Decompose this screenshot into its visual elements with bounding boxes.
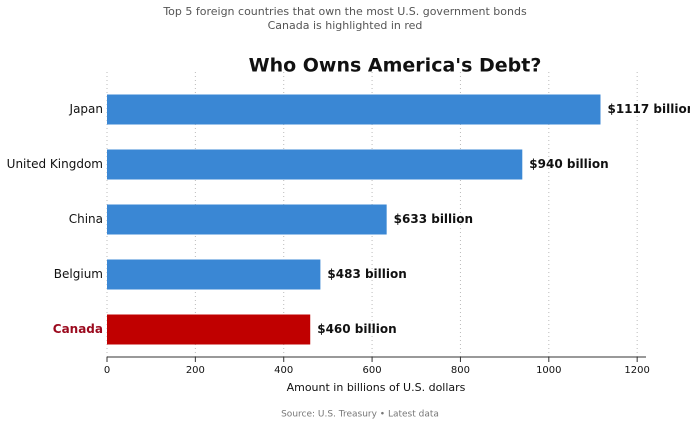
value-label: $483 billion — [327, 267, 406, 281]
chart-title: Who Owns America's Debt? — [249, 55, 542, 77]
x-tick-label: 200 — [186, 365, 205, 376]
x-tick-label: 400 — [274, 365, 293, 376]
category-label: Belgium — [54, 267, 103, 281]
bar — [107, 314, 311, 345]
x-tick-label: 1000 — [536, 365, 561, 376]
value-label: $1117 billion — [607, 102, 690, 116]
subtitle: Top 5 foreign countries that own the mos… — [162, 5, 527, 18]
subtitle: Canada is highlighted in red — [268, 19, 423, 32]
value-label: $633 billion — [394, 212, 473, 226]
bar — [107, 149, 523, 180]
bar — [107, 204, 387, 235]
x-tick-label: 0 — [104, 365, 110, 376]
category-label: China — [69, 212, 103, 226]
value-label: $460 billion — [317, 322, 396, 336]
x-tick-label: 800 — [451, 365, 470, 376]
category-label: United Kingdom — [7, 157, 103, 171]
source: Source: U.S. Treasury • Latest data — [281, 410, 439, 420]
x-tick-label: 600 — [363, 365, 382, 376]
bar — [107, 94, 601, 125]
value-label: $940 billion — [529, 157, 608, 171]
category-label: Japan — [69, 102, 103, 116]
x-tick-label: 1200 — [624, 365, 649, 376]
category-label: Canada — [53, 322, 103, 336]
bar — [107, 259, 321, 290]
x-axis-label: Amount in billions of U.S. dollars — [287, 381, 466, 394]
